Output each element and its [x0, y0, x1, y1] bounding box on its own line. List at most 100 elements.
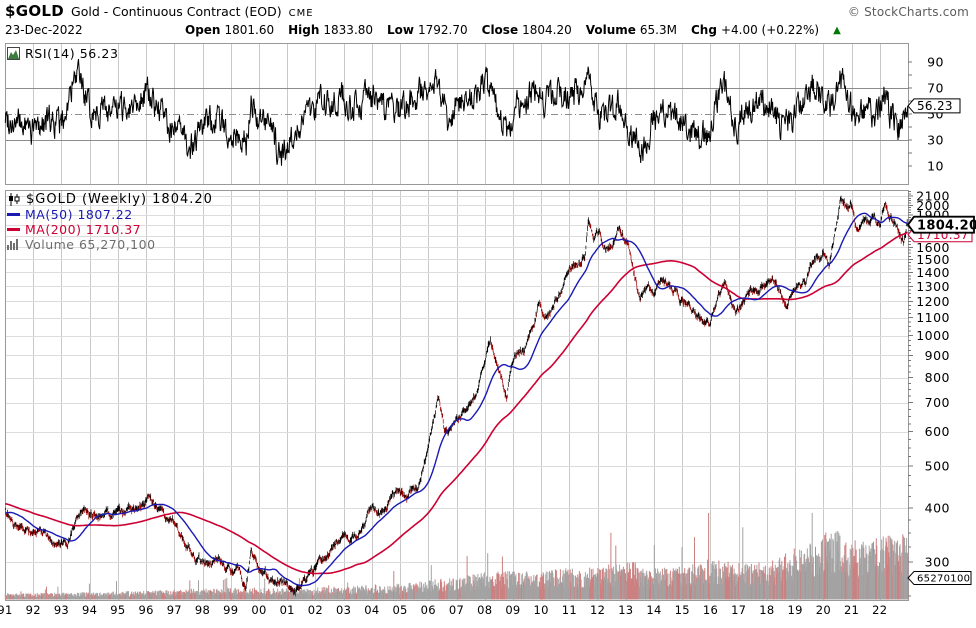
- svg-text:09: 09: [505, 603, 520, 617]
- svg-text:400: 400: [925, 500, 950, 515]
- svg-text:08: 08: [477, 603, 492, 617]
- svg-text:15: 15: [675, 603, 690, 617]
- volume-bars-up: [4, 513, 908, 600]
- svg-text:21: 21: [844, 603, 859, 617]
- svg-text:04: 04: [364, 603, 379, 617]
- symbol-title: $GOLD: [5, 2, 65, 20]
- svg-text:96: 96: [138, 603, 153, 617]
- svg-text:90: 90: [927, 55, 944, 70]
- quote-low: Low 1792.70: [387, 23, 468, 37]
- svg-text:99: 99: [223, 603, 238, 617]
- svg-text:95: 95: [110, 603, 125, 617]
- legend-volume-row: Volume 65,270,100: [7, 237, 213, 252]
- svg-text:13: 13: [618, 603, 633, 617]
- symbol-description: Gold - Continuous Contract (EOD): [71, 4, 282, 19]
- ma200-line: [5, 231, 908, 575]
- svg-text:2000: 2000: [916, 198, 950, 213]
- main-legend: $GOLD (Weekly) 1804.20 MA(50) 1807.22 MA…: [7, 192, 213, 252]
- svg-text:01: 01: [280, 603, 295, 617]
- svg-text:300: 300: [925, 554, 950, 569]
- legend-ma50-label: MA(50) 1807.22: [25, 207, 133, 222]
- exchange-label: CME: [288, 8, 314, 19]
- svg-text:1100: 1100: [916, 310, 950, 325]
- quote-close: Close 1804.20: [481, 23, 572, 37]
- svg-text:93: 93: [54, 603, 69, 617]
- svg-text:97: 97: [167, 603, 182, 617]
- svg-text:14: 14: [646, 603, 661, 617]
- svg-text:05: 05: [392, 603, 407, 617]
- svg-text:17: 17: [731, 603, 746, 617]
- svg-text:91: 91: [0, 603, 13, 617]
- svg-text:1400: 1400: [916, 265, 950, 280]
- candles-up: [4, 195, 908, 595]
- rsi-value-box: [907, 98, 961, 114]
- svg-text:1000: 1000: [916, 328, 950, 343]
- rsi-legend-label: RSI(14) 56.23: [25, 46, 119, 61]
- chart-header: $GOLD Gold - Continuous Contract (EOD) C…: [5, 2, 314, 20]
- ma50-line-icon: [7, 213, 20, 216]
- svg-text:16: 16: [703, 603, 718, 617]
- svg-text:10: 10: [534, 603, 549, 617]
- svg-text:1300: 1300: [916, 279, 950, 294]
- svg-text:94: 94: [82, 603, 97, 617]
- svg-text:800: 800: [925, 370, 950, 385]
- svg-text:07: 07: [449, 603, 464, 617]
- svg-text:03: 03: [336, 603, 351, 617]
- price-gridlines: [5, 196, 908, 563]
- legend-symbol-row: $GOLD (Weekly) 1804.20: [7, 192, 213, 207]
- svg-text:06: 06: [421, 603, 436, 617]
- axis-ticks: [908, 61, 913, 597]
- svg-text:92: 92: [26, 603, 41, 617]
- rsi-line: [4, 58, 909, 166]
- svg-text:19: 19: [788, 603, 803, 617]
- change-up-icon: ▲: [833, 25, 841, 36]
- quote-chg: Chg +4.00 (+0.22%): [690, 23, 820, 37]
- rsi-legend: RSI(14) 56.23: [7, 46, 119, 61]
- svg-text:2100: 2100: [916, 189, 950, 204]
- stockcharts-credit: © StockCharts.com: [847, 5, 969, 19]
- last-price-box: [906, 215, 975, 234]
- candlestick-icon: [9, 193, 20, 206]
- quote-open: Open 1801.60: [185, 23, 275, 37]
- svg-text:18: 18: [759, 603, 774, 617]
- svg-text:1600: 1600: [916, 240, 950, 255]
- legend-volume-label: Volume 65,270,100: [25, 237, 156, 252]
- svg-text:600: 600: [925, 424, 950, 439]
- volume-value-box: [907, 571, 972, 585]
- svg-text:900: 900: [925, 348, 950, 363]
- svg-text:70: 70: [927, 81, 944, 96]
- svg-text:11: 11: [562, 603, 577, 617]
- svg-text:10: 10: [927, 159, 944, 174]
- year-axis-labels: 91 92 93 94 95 96 97 98 99 00 01 02 03 04 05 06 07 08 09 10…: [0, 603, 887, 617]
- quote-date: 23-Dec-2022: [5, 23, 83, 37]
- svg-text:22: 22: [872, 603, 887, 617]
- legend-ma200-label: MA(200) 1710.37: [25, 222, 142, 237]
- rsi-area-icon: [7, 47, 20, 60]
- svg-text:02: 02: [308, 603, 323, 617]
- svg-text:1200: 1200: [916, 294, 950, 309]
- svg-text:500: 500: [925, 458, 950, 473]
- quote-volume: Volume 65.3M: [585, 23, 677, 37]
- legend-symbol-label: $GOLD (Weekly) 1804.20: [26, 192, 213, 207]
- quote-bar: 23-Dec-2022 Open 1801.60 High 1833.80 Low 179…: [5, 23, 841, 37]
- legend-ma50-row: MA(50) 1807.22: [7, 207, 213, 222]
- rsi-band-lines: [5, 88, 908, 141]
- quote-high: High 1833.80: [288, 23, 374, 37]
- price-axis-labels: 2100200019001600150014001300120011001000…: [916, 189, 950, 570]
- ma200-line-icon: [7, 228, 20, 231]
- svg-text:1804.20: 1804.20: [917, 218, 976, 233]
- svg-text:700: 700: [925, 395, 950, 410]
- quote-row: Open 1801.60 High 1833.80 Low 1792.70 Close 180…: [185, 23, 833, 37]
- svg-text:12: 12: [590, 603, 605, 617]
- main-panel-border: [5, 190, 909, 601]
- svg-text:1500: 1500: [916, 252, 950, 267]
- candles-down: [5, 197, 909, 597]
- volume-bars-icon: [7, 239, 18, 250]
- year-gridlines: [5, 43, 909, 600]
- svg-text:30: 30: [927, 133, 944, 148]
- svg-text:00: 00: [251, 603, 266, 617]
- svg-text:65270100: 65270100: [917, 574, 970, 585]
